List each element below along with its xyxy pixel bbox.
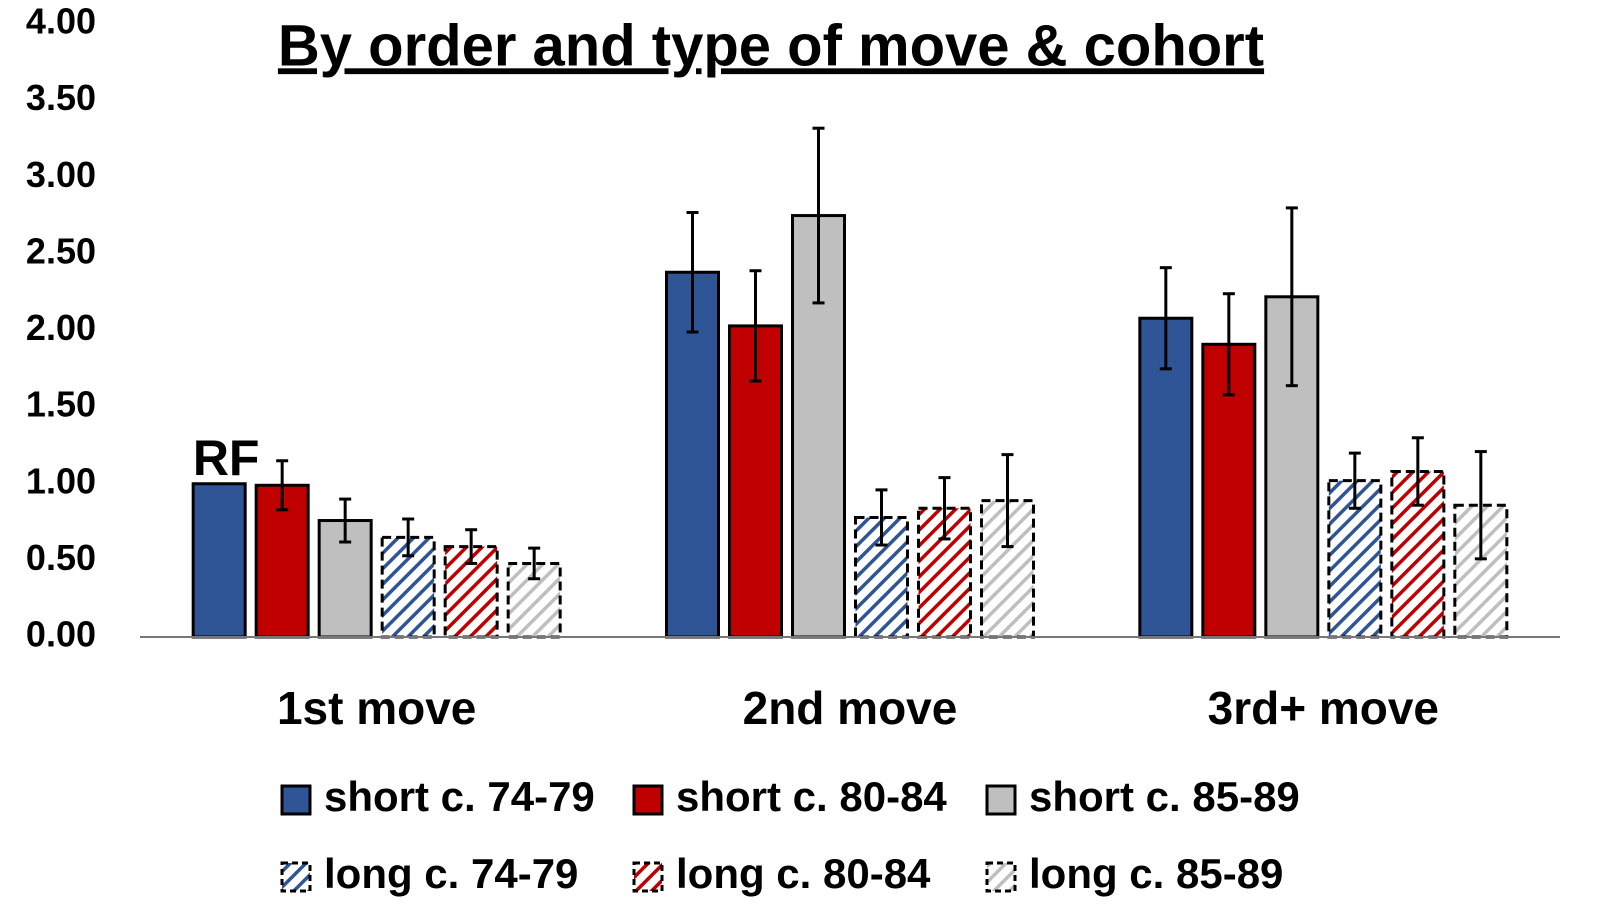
error-bar bbox=[1159, 266, 1172, 371]
y-tick-label: 2.50 bbox=[26, 230, 96, 271]
legend-swatch bbox=[985, 861, 1017, 893]
error-bar bbox=[812, 126, 825, 305]
legend-label: long c. 74-79 bbox=[324, 850, 578, 897]
error-bar bbox=[276, 459, 289, 512]
legend-swatch bbox=[985, 784, 1017, 816]
bar bbox=[1201, 342, 1257, 639]
legend-swatch bbox=[632, 861, 664, 893]
error-bar bbox=[938, 476, 951, 541]
y-tick-label: 0.00 bbox=[26, 614, 96, 655]
error-bar bbox=[749, 269, 762, 383]
error-bar bbox=[686, 210, 699, 334]
annotation: RF bbox=[193, 430, 260, 486]
error-bar bbox=[528, 546, 541, 581]
error-bar bbox=[339, 497, 352, 544]
error-bar bbox=[1411, 436, 1424, 507]
error-bar bbox=[465, 528, 478, 565]
y-tick-label: 0.50 bbox=[26, 537, 96, 578]
legend-swatch bbox=[280, 784, 312, 816]
x-tick-label: 3rd+ move bbox=[1208, 682, 1439, 734]
legend-label: short c. 74-79 bbox=[324, 773, 595, 820]
error-bar bbox=[1001, 453, 1014, 549]
error-bar bbox=[875, 488, 888, 547]
error-bar bbox=[1285, 206, 1298, 388]
error-bar bbox=[1222, 292, 1235, 397]
x-tick-label: 2nd move bbox=[743, 682, 958, 734]
y-tick-label: 4.00 bbox=[26, 1, 96, 42]
y-tick-label: 2.00 bbox=[26, 307, 96, 348]
x-tick-label: 1st move bbox=[277, 682, 476, 734]
error-bar bbox=[402, 517, 415, 558]
legend-label: short c. 80-84 bbox=[676, 773, 947, 820]
legend-label: long c. 85-89 bbox=[1029, 850, 1283, 897]
error-bar bbox=[1474, 450, 1487, 561]
y-tick-label: 1.50 bbox=[26, 384, 96, 425]
legend-swatch bbox=[632, 784, 664, 816]
bar bbox=[191, 482, 247, 639]
y-tick-label: 1.00 bbox=[26, 460, 96, 501]
legend-label: long c. 80-84 bbox=[676, 850, 931, 897]
legend-swatch bbox=[280, 861, 312, 893]
chart-title: By order and type of move & cohort bbox=[278, 13, 1264, 78]
y-tick-label: 3.00 bbox=[26, 154, 96, 195]
error-bar bbox=[1348, 451, 1361, 510]
legend-label: short c. 85-89 bbox=[1029, 773, 1300, 820]
y-tick-label: 3.50 bbox=[26, 77, 96, 118]
bar bbox=[1138, 316, 1194, 639]
